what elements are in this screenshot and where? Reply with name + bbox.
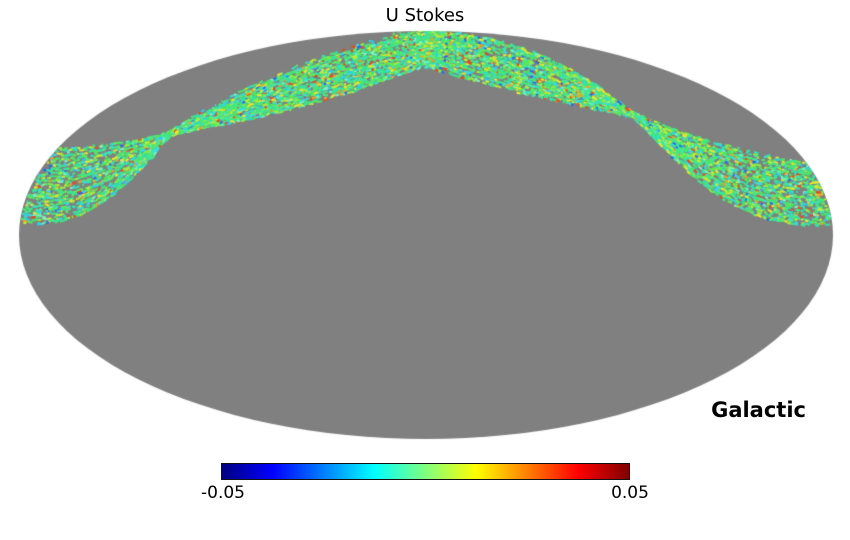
- colorbar: [221, 463, 630, 480]
- colorbar-max-label: 0.05: [611, 483, 649, 503]
- plot-title: U Stokes: [385, 5, 465, 26]
- colorbar-min-label: -0.05: [201, 483, 245, 503]
- coordinate-system-label: Galactic: [711, 398, 806, 422]
